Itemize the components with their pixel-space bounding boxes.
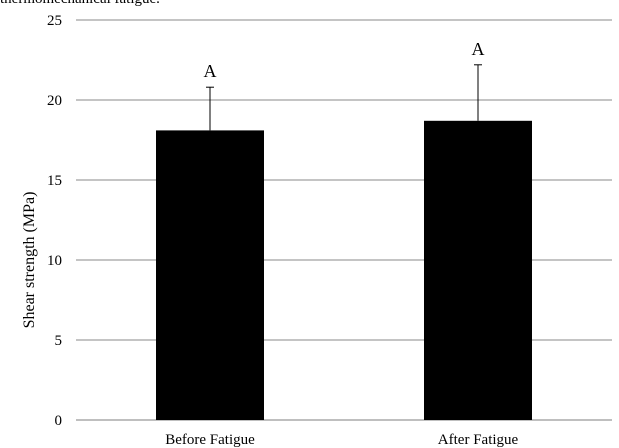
y-tick-labels: 0 5 10 15 20 25: [47, 13, 62, 429]
bar-before-fatigue: [156, 130, 264, 420]
y-tick-label: 5: [55, 333, 63, 349]
y-tick-label: 0: [55, 413, 63, 429]
significance-labels: AA: [204, 39, 485, 81]
x-tick-label: After Fatigue: [438, 432, 519, 448]
significance-label: A: [472, 39, 485, 59]
error-bars: [206, 64, 482, 131]
bar-after-fatigue: [424, 120, 532, 421]
caption-fragment: thermomechanical fatigue.: [0, 0, 160, 8]
x-tick-labels: Before Fatigue After Fatigue: [165, 432, 518, 448]
y-tick-label: 10: [47, 253, 62, 269]
y-tick-label: 15: [47, 173, 62, 189]
y-tick-label: 20: [47, 93, 62, 109]
y-axis-title: Shear strength (MPa): [21, 192, 38, 329]
bars: [156, 120, 532, 421]
y-tick-label: 25: [47, 13, 62, 29]
x-tick-label: Before Fatigue: [165, 432, 255, 448]
significance-label: A: [204, 61, 217, 81]
